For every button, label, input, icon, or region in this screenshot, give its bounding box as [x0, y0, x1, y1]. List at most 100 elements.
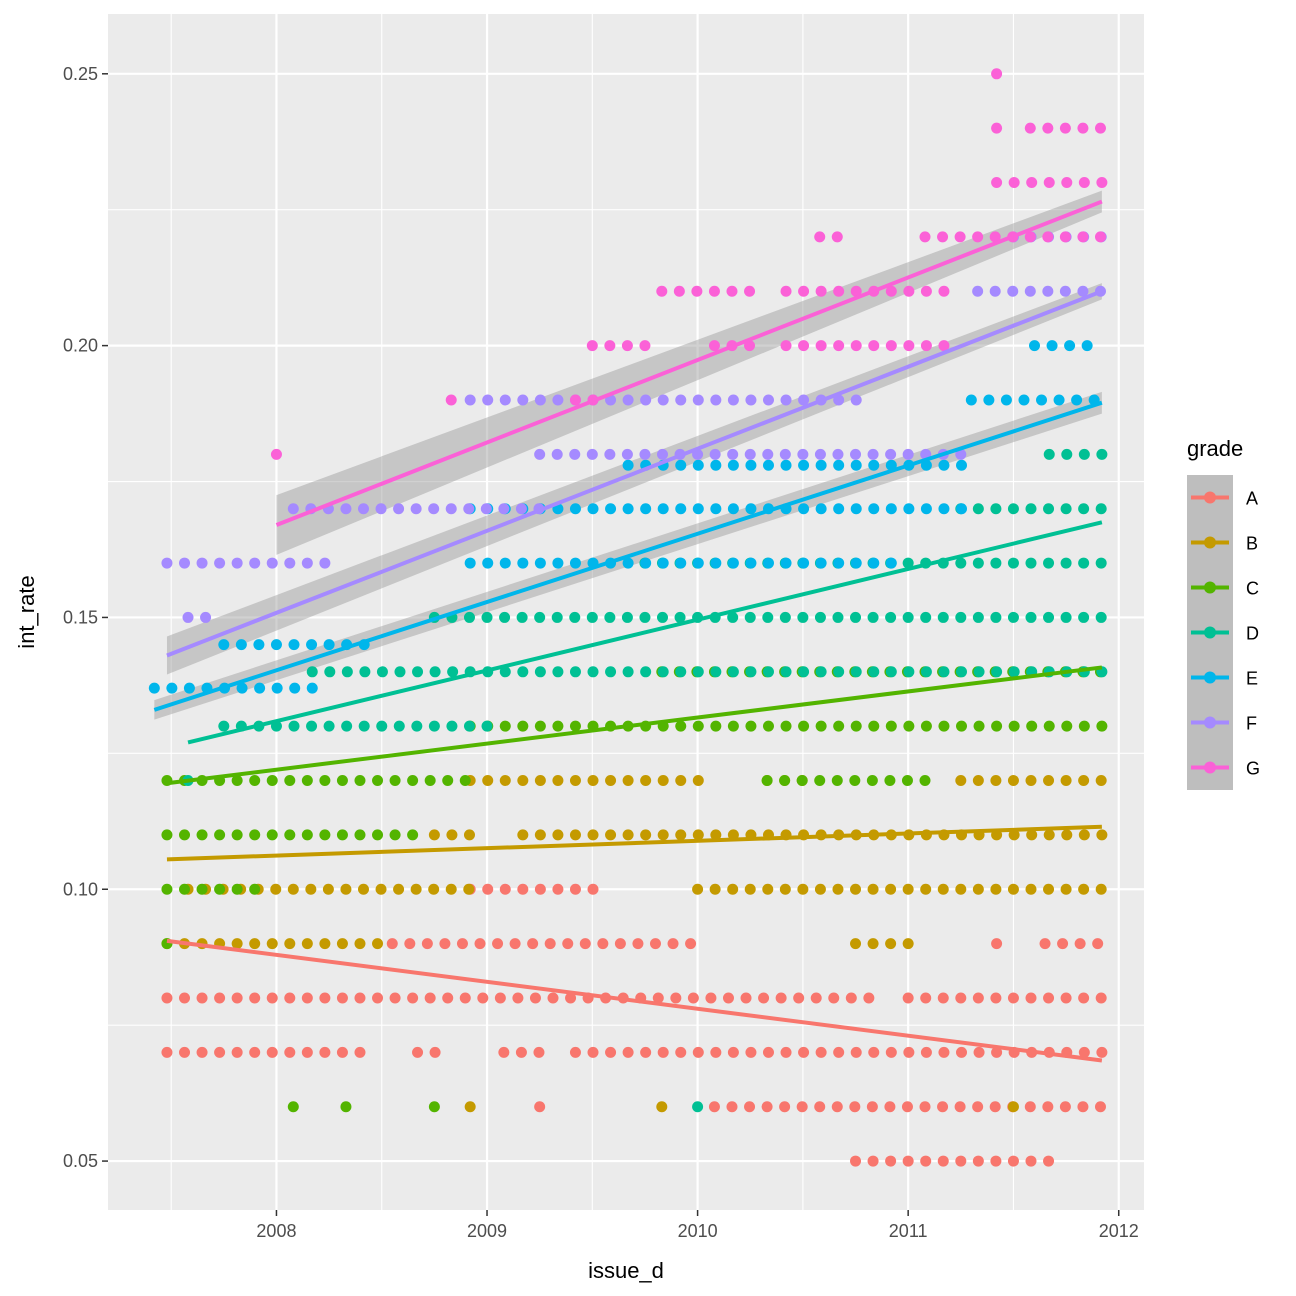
data-point-G — [586, 340, 598, 352]
data-point-C — [534, 720, 546, 732]
data-point-B — [622, 775, 634, 787]
data-point-A — [482, 883, 494, 895]
data-point-A — [336, 1046, 348, 1058]
data-point-B — [1007, 883, 1019, 895]
data-point-A — [667, 938, 679, 950]
data-point-B — [1043, 775, 1055, 787]
data-point-D — [306, 666, 318, 678]
data-point-G — [938, 285, 950, 297]
data-point-F — [482, 394, 494, 406]
data-point-A — [884, 1101, 896, 1113]
data-point-A — [1060, 992, 1072, 1004]
data-point-C — [214, 829, 226, 841]
data-point-B — [322, 883, 334, 895]
data-point-G — [991, 177, 1003, 189]
data-point-C — [407, 775, 419, 787]
data-point-B — [622, 829, 634, 841]
data-point-E — [183, 682, 195, 694]
data-point-A — [266, 992, 278, 1004]
data-point-F — [534, 394, 546, 406]
data-point-B — [990, 775, 1002, 787]
data-point-G — [445, 394, 457, 406]
data-point-F — [710, 394, 722, 406]
data-point-E — [464, 557, 476, 569]
data-point-D — [1078, 448, 1090, 460]
data-point-B — [336, 938, 348, 950]
data-point-D — [639, 611, 651, 623]
data-point-F — [955, 448, 967, 460]
data-point-F — [640, 394, 652, 406]
data-point-A — [722, 992, 734, 1004]
data-point-A — [161, 1046, 173, 1058]
data-point-G — [744, 285, 756, 297]
data-point-G — [1078, 177, 1090, 189]
y-axis: 0.05 0.10 0.15 0.20 0.25 — [63, 64, 108, 1171]
data-point-D — [692, 666, 704, 678]
data-point-A — [954, 1101, 966, 1113]
data-point-B — [675, 829, 687, 841]
data-point-D — [1007, 557, 1019, 569]
data-point-G — [1096, 177, 1108, 189]
data-point-D — [1043, 448, 1055, 460]
data-point-D — [1060, 503, 1072, 515]
data-point-D — [868, 666, 880, 678]
data-point-C — [372, 775, 384, 787]
data-point-F — [480, 503, 492, 515]
data-point-C — [833, 720, 845, 732]
data-point-B — [517, 829, 529, 841]
data-point-A — [1043, 1155, 1055, 1167]
data-point-E — [938, 503, 950, 515]
legend-label: G — [1246, 759, 1260, 779]
data-point-A — [640, 1046, 652, 1058]
data-point-E — [1071, 394, 1083, 406]
data-point-A — [1025, 1155, 1037, 1167]
data-point-A — [850, 1046, 862, 1058]
data-point-D — [1043, 503, 1055, 515]
legend-label: F — [1246, 714, 1257, 734]
data-point-D — [955, 557, 967, 569]
legend-key-point — [1204, 671, 1216, 684]
data-point-D — [920, 611, 932, 623]
data-point-A — [231, 992, 243, 1004]
data-point-A — [354, 992, 366, 1004]
data-point-D — [621, 611, 633, 623]
data-point-F — [989, 285, 1001, 297]
data-point-D — [675, 666, 687, 678]
legend-label: B — [1246, 534, 1258, 554]
data-point-G — [798, 340, 810, 352]
data-point-C — [675, 720, 687, 732]
data-point-A — [231, 1046, 243, 1058]
data-point-D — [885, 611, 897, 623]
data-point-A — [863, 992, 875, 1004]
data-point-C — [866, 775, 878, 787]
data-point-C — [762, 720, 774, 732]
data-point-B — [972, 775, 984, 787]
data-point-B — [569, 775, 581, 787]
data-point-D — [412, 666, 424, 678]
data-point-F — [515, 503, 527, 515]
data-point-A — [1094, 1101, 1106, 1113]
data-point-B — [428, 883, 440, 895]
data-point-E — [745, 503, 757, 515]
data-point-E — [710, 557, 722, 569]
data-point-G — [708, 340, 720, 352]
y-tick-label: 0.10 — [63, 879, 98, 899]
data-point-D — [551, 611, 563, 623]
data-point-C — [340, 1101, 352, 1113]
data-point-G — [903, 340, 915, 352]
data-point-F — [179, 557, 191, 569]
data-point-D — [463, 611, 475, 623]
data-point-E — [780, 459, 792, 471]
data-point-D — [640, 666, 652, 678]
data-point-G — [1059, 231, 1071, 243]
data-point-D — [1061, 448, 1073, 460]
data-point-E — [965, 394, 977, 406]
data-point-D — [656, 611, 668, 623]
data-point-A — [1057, 938, 1069, 950]
data-point-A — [779, 1101, 791, 1113]
data-point-A — [439, 938, 451, 950]
data-point-A — [499, 883, 511, 895]
data-point-G — [989, 231, 1001, 243]
data-point-C — [407, 829, 419, 841]
data-point-G — [919, 231, 931, 243]
